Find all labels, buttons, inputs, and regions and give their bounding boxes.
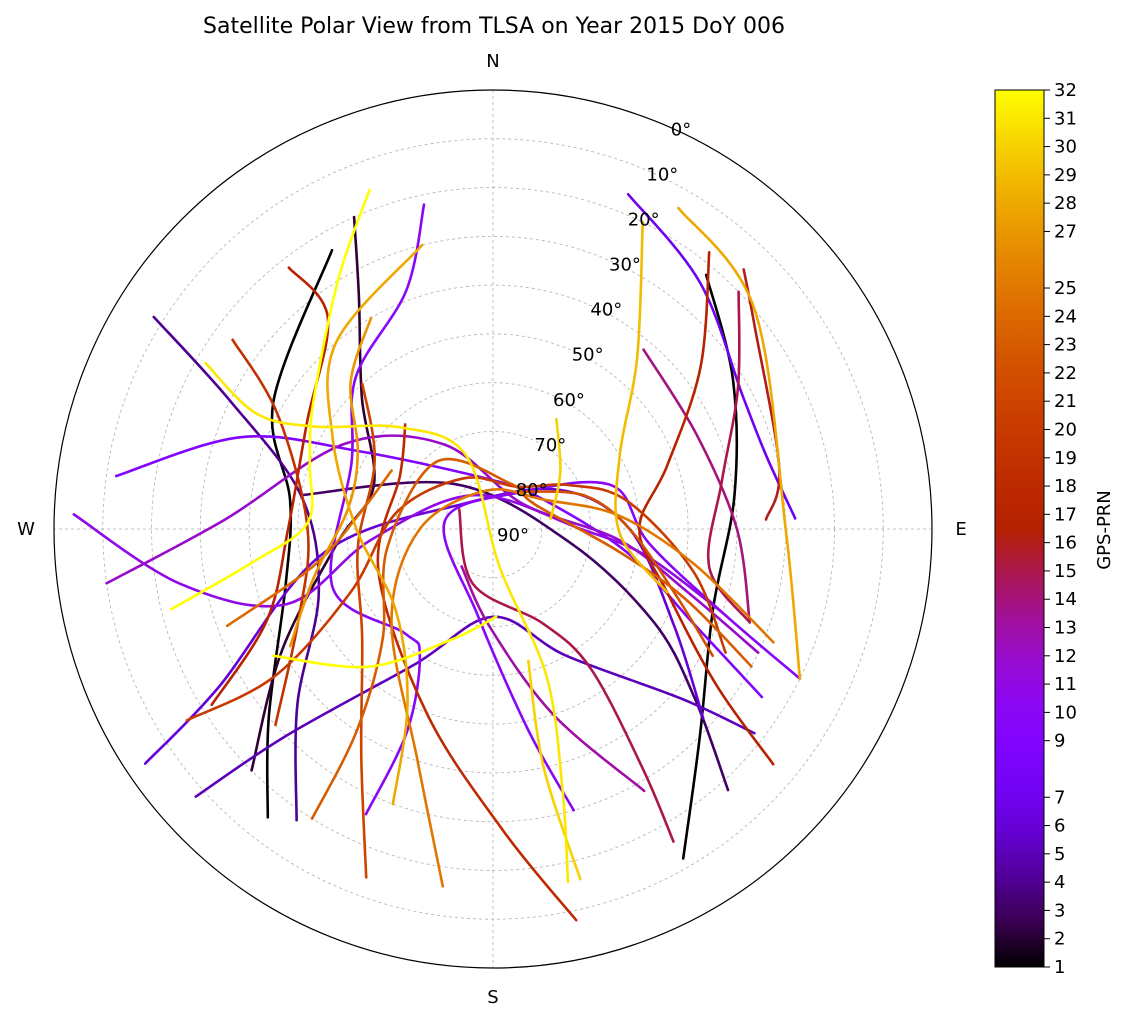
colorbar-tick-label: 3 xyxy=(1054,900,1065,921)
satellite-track-prn-32 xyxy=(169,188,371,611)
satellite-track-prn-30 xyxy=(527,659,582,881)
colorbar-tick-label: 5 xyxy=(1054,844,1065,865)
satellite-track-prn-17 xyxy=(210,266,330,707)
colorbar-tick-label: 24 xyxy=(1054,306,1077,327)
satellite-track-prn-31 xyxy=(204,361,570,884)
satellite-track-prn-30 xyxy=(549,417,562,521)
satellite-track-prn-4 xyxy=(152,315,321,822)
colorbar-tick-label: 31 xyxy=(1054,108,1077,129)
direction-label-north: N xyxy=(486,51,499,72)
colorbar-tick-label: 9 xyxy=(1054,731,1065,752)
direction-label-east: E xyxy=(955,519,966,540)
satellite-track-prn-19 xyxy=(231,338,310,727)
colorbar-tick-label: 25 xyxy=(1054,278,1077,299)
colorbar-tick-label: 11 xyxy=(1054,674,1077,695)
satellite-track-prn-29 xyxy=(614,220,669,594)
elevation-tick-label: 0° xyxy=(671,119,691,140)
satellite-track-prn-32 xyxy=(272,615,498,669)
chart-title: Satellite Polar View from TLSA on Year 2… xyxy=(203,14,785,39)
colorbar-tick-label: 4 xyxy=(1054,872,1065,893)
satellite-track-prn-9 xyxy=(114,435,764,699)
satellite-track-prn-20 xyxy=(185,476,727,722)
colorbar-tick-label: 19 xyxy=(1054,448,1077,469)
colorbar-tick-label: 21 xyxy=(1054,391,1077,412)
satellite-track-prn-23 xyxy=(310,457,753,820)
elevation-tick-label: 10° xyxy=(646,164,678,185)
colorbar-tick-label: 7 xyxy=(1054,787,1065,808)
elevation-tick-label: 30° xyxy=(609,255,641,276)
elevation-tick-labels: 0° 10° 20° 30° 40° 50° 60° 70° 80° 90° xyxy=(497,119,691,546)
elevation-tick-label: 20° xyxy=(628,210,660,231)
colorbar-tick-label: 30 xyxy=(1054,137,1077,158)
elevation-tick-label: 60° xyxy=(553,390,585,411)
satellite-tracks xyxy=(72,188,802,922)
elevation-grid-ring xyxy=(297,333,689,725)
satellite-track-prn-17 xyxy=(638,251,775,766)
satellite-track-prn-1 xyxy=(681,273,739,860)
satellite-track-prn-1 xyxy=(265,248,334,819)
satellite-track-prn-3 xyxy=(299,480,730,792)
colorbar-tick-label: 2 xyxy=(1054,929,1065,950)
satellite-track-prn-27 xyxy=(288,316,373,648)
colorbar-tick-label: 14 xyxy=(1054,589,1077,610)
satellite-track-prn-28 xyxy=(326,243,424,806)
satellite-track-prn-14 xyxy=(642,348,751,624)
satellite-track-prn-5 xyxy=(194,615,756,798)
direction-label-west: W xyxy=(17,519,35,540)
horizon-circle xyxy=(53,89,933,969)
colorbar-tick-label: 1 xyxy=(1054,957,1065,978)
colorbar-tick-label: 12 xyxy=(1054,646,1077,667)
colorbar-gradient xyxy=(994,89,1045,968)
colorbar-tick-label: 32 xyxy=(1054,80,1077,101)
colorbar-tick-label: 16 xyxy=(1054,533,1077,554)
colorbar-tick-label: 17 xyxy=(1054,504,1077,525)
elevation-tick-label: 80° xyxy=(516,480,548,501)
satellite-track-prn-28 xyxy=(677,206,802,680)
elevation-tick-label: 70° xyxy=(534,435,566,456)
polar-grid xyxy=(54,90,932,968)
colorbar-tick-label: 18 xyxy=(1054,476,1077,497)
polar-outline xyxy=(53,89,933,969)
satellite-track-prn-15 xyxy=(457,508,675,843)
direction-label-south: S xyxy=(487,987,498,1008)
colorbar-tick-label: 27 xyxy=(1054,221,1077,242)
colorbar-tick-label: 13 xyxy=(1054,618,1077,639)
elevation-tick-label: 50° xyxy=(572,345,604,366)
satellite-track-prn-24 xyxy=(225,469,393,628)
elevation-tick-label: 40° xyxy=(590,300,622,321)
elevation-tick-label: 90° xyxy=(497,525,529,546)
colorbar-tick-label: 22 xyxy=(1054,363,1077,384)
satellite-track-prn-16 xyxy=(742,268,781,521)
colorbar-tick-label: 6 xyxy=(1054,816,1065,837)
colorbar-tick-label: 20 xyxy=(1054,419,1077,440)
colorbar-tick-label: 29 xyxy=(1054,165,1077,186)
satellite-track-prn-21 xyxy=(356,382,377,879)
colorbar: 1234567910111213141516171819202122232425… xyxy=(994,80,1115,978)
colorbar-tick-label: 15 xyxy=(1054,561,1077,582)
satellite-track-prn-13 xyxy=(460,565,646,793)
satellite-track-prn-22 xyxy=(523,490,714,658)
satellite-track-prn-25 xyxy=(390,488,775,888)
colorbar-tick-label: 23 xyxy=(1054,335,1077,356)
colorbar-tick-label: 28 xyxy=(1054,193,1077,214)
colorbar-label: GPS-PRN xyxy=(1094,490,1115,570)
colorbar-tick-label: 10 xyxy=(1054,702,1077,723)
colorbar-ticks: 1234567910111213141516171819202122232425… xyxy=(1044,80,1077,978)
satellite-track-prn-10 xyxy=(329,203,426,816)
satellite-track-prn-12 xyxy=(105,434,760,654)
